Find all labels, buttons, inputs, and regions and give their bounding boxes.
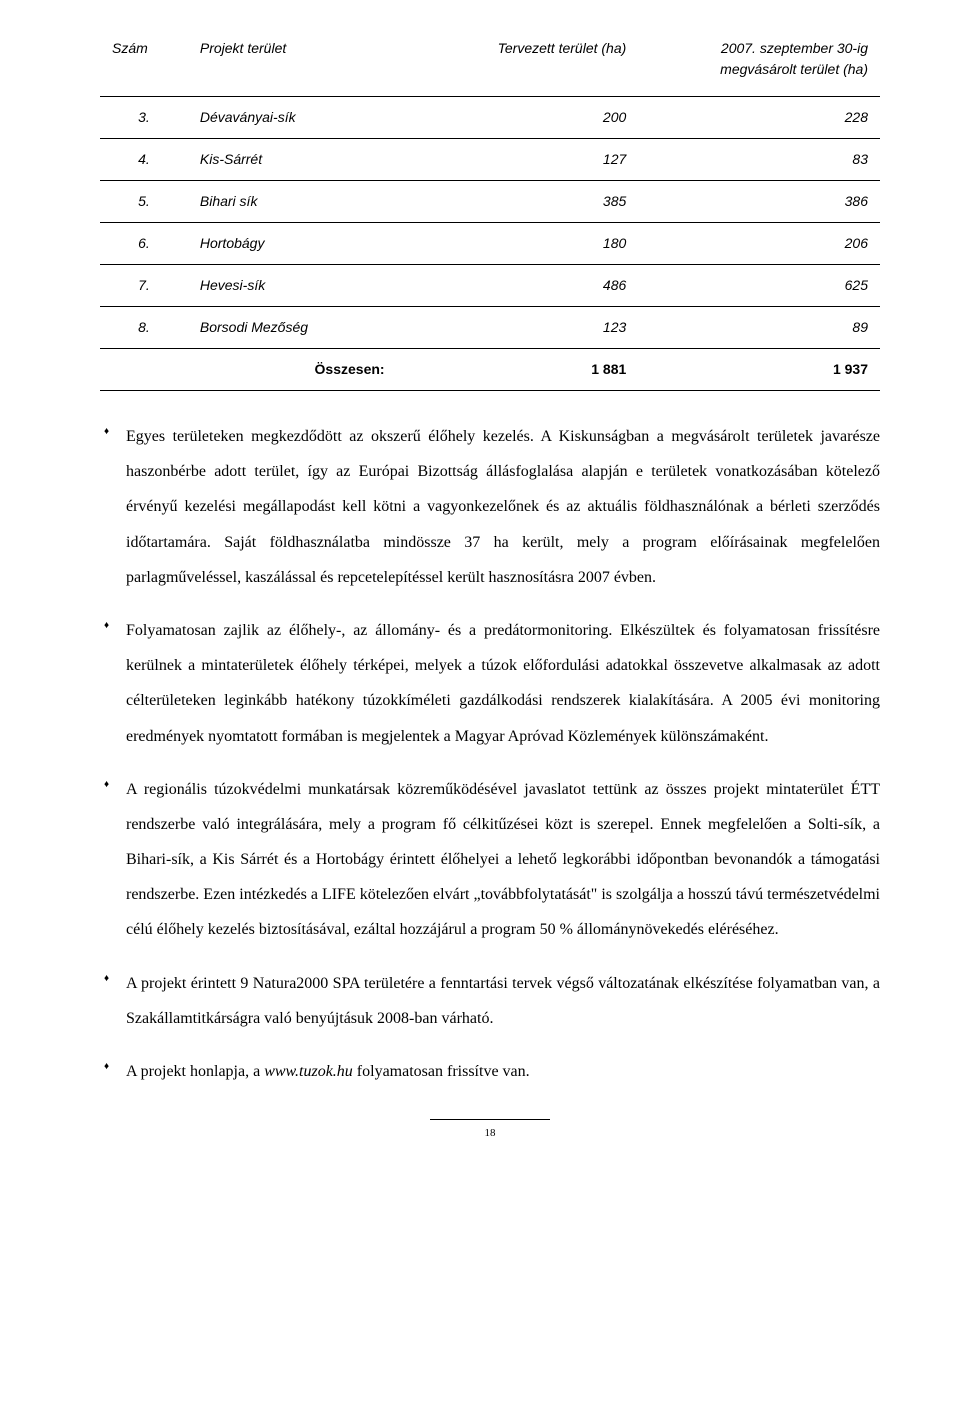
table-cell: 200 (397, 97, 639, 139)
table-cell: 89 (638, 307, 880, 349)
table-cell: 385 (397, 181, 639, 223)
table-total-row: Összesen:1 8811 937 (100, 349, 880, 391)
body-text: Egyes területeken megkezdődött az okszer… (100, 419, 880, 1089)
table-cell: 6. (100, 223, 188, 265)
table-cell: 180 (397, 223, 639, 265)
table-cell: 4. (100, 139, 188, 181)
table-cell: 123 (397, 307, 639, 349)
table-row: 6.Hortobágy180206 (100, 223, 880, 265)
table-cell: 486 (397, 265, 639, 307)
table-cell: Dévaványai-sík (188, 97, 397, 139)
table-cell: 1 881 (397, 349, 639, 391)
table-cell: 3. (100, 97, 188, 139)
table-cell: 5. (100, 181, 188, 223)
data-table: Szám Projekt terület Tervezett terület (… (100, 30, 880, 391)
col-header: Projekt terület (188, 30, 397, 97)
list-item: A projekt érintett 9 Natura2000 SPA terü… (100, 966, 880, 1036)
table-cell: Kis-Sárrét (188, 139, 397, 181)
table-cell: 228 (638, 97, 880, 139)
col-header: 2007. szeptember 30-ig megvásárolt terül… (638, 30, 880, 97)
table-cell: Összesen: (188, 349, 397, 391)
table-row: 8.Borsodi Mezőség12389 (100, 307, 880, 349)
table-cell: 1 937 (638, 349, 880, 391)
table-row: 7.Hevesi-sík486625 (100, 265, 880, 307)
table-cell: Bihari sík (188, 181, 397, 223)
table-cell: 625 (638, 265, 880, 307)
list-item: Folyamatosan zajlik az élőhely-, az állo… (100, 613, 880, 754)
list-item: A projekt honlapja, a www.tuzok.hu folya… (100, 1054, 880, 1089)
table-cell: 8. (100, 307, 188, 349)
list-item: A regionális túzokvédelmi munkatársak kö… (100, 772, 880, 948)
text: folyamatosan frissítve van. (353, 1063, 530, 1080)
page-number: 18 (100, 1125, 880, 1142)
col-header: Szám (100, 30, 188, 97)
url-text: www.tuzok.hu (264, 1063, 353, 1080)
col-header: Tervezett terület (ha) (397, 30, 639, 97)
table-row: 5.Bihari sík385386 (100, 181, 880, 223)
table-cell: 127 (397, 139, 639, 181)
table-cell: Hevesi-sík (188, 265, 397, 307)
table-cell: 7. (100, 265, 188, 307)
text: A projekt honlapja, a (126, 1063, 264, 1080)
table-row: 4.Kis-Sárrét12783 (100, 139, 880, 181)
list-item: Egyes területeken megkezdődött az okszer… (100, 419, 880, 595)
table-row: 3.Dévaványai-sík200228 (100, 97, 880, 139)
table-cell: Hortobágy (188, 223, 397, 265)
table-cell: Borsodi Mezőség (188, 307, 397, 349)
table-cell: 386 (638, 181, 880, 223)
table-cell (100, 349, 188, 391)
table-cell: 206 (638, 223, 880, 265)
table-cell: 83 (638, 139, 880, 181)
